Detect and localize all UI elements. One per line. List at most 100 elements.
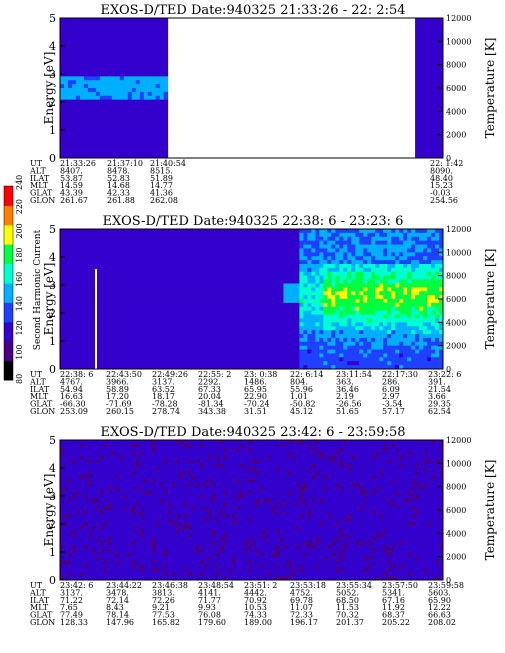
heatmap-cell: [152, 76, 156, 80]
heatmap-cell: [431, 41, 435, 45]
heatmap-cell: [88, 342, 92, 346]
heatmap-cell: [387, 248, 391, 252]
heatmap-cell: [399, 283, 403, 287]
heatmap-cell: [263, 276, 267, 280]
heatmap-cell: [387, 291, 391, 295]
heatmap-cell: [96, 248, 100, 252]
heatmap-cell: [60, 545, 64, 549]
heatmap-cell: [419, 248, 423, 252]
heatmap-cell: [136, 45, 140, 49]
heatmap-cell: [435, 45, 439, 49]
heatmap-cell: [104, 37, 108, 41]
heatmap-cell: [411, 291, 415, 295]
heatmap-cell: [72, 295, 76, 299]
heatmap-cell: [236, 318, 240, 322]
heatmap-cell: [307, 276, 311, 280]
heatmap-cell: [423, 72, 427, 76]
heatmap-cell: [60, 303, 64, 307]
heatmap-cell: [100, 139, 104, 143]
heatmap-cell: [359, 353, 363, 357]
heatmap-cell: [192, 260, 196, 264]
heatmap-cell: [295, 233, 299, 237]
heatmap-cell: [435, 72, 439, 76]
heatmap-cell: [60, 119, 64, 123]
heatmap-cell: [84, 272, 88, 276]
heatmap-cell: [172, 248, 176, 252]
heatmap-cell: [431, 135, 435, 139]
heatmap-cell: [156, 229, 160, 233]
heatmap-cell: [419, 280, 423, 284]
heatmap-cell: [259, 229, 263, 233]
heatmap-cell: [204, 350, 208, 354]
heatmap-cell: [343, 330, 347, 334]
heatmap-cell: [359, 256, 363, 260]
heatmap-cell: [108, 330, 112, 334]
heatmap-cell: [200, 318, 204, 322]
heatmap-cell: [128, 299, 132, 303]
heatmap-cell: [271, 260, 275, 264]
heatmap-cell: [315, 322, 319, 326]
heatmap-cell: [60, 568, 64, 572]
heatmap-cell: [224, 283, 228, 287]
heatmap-cell: [72, 549, 76, 553]
heatmap-cell: [291, 303, 295, 307]
heatmap-cell: [88, 146, 92, 150]
heatmap-cell: [108, 283, 112, 287]
orbit-value: 253.09: [60, 407, 88, 416]
heatmap-cell: [64, 299, 68, 303]
heatmap-cell: [307, 229, 311, 233]
heatmap-cell: [415, 237, 419, 241]
heatmap-cell: [275, 283, 279, 287]
heatmap-cell: [196, 338, 200, 342]
heatmap-cell: [431, 248, 435, 252]
heatmap-cell: [68, 357, 72, 361]
heatmap-cell: [252, 307, 256, 311]
heatmap-cell: [343, 233, 347, 237]
heatmap-cell: [331, 245, 335, 249]
heatmap-cell: [423, 100, 427, 104]
heatmap-cell: [240, 299, 244, 303]
heatmap-cell: [60, 76, 64, 80]
heatmap-cell: [104, 69, 108, 73]
heatmap-cell: [188, 322, 192, 326]
heatmap-cell: [248, 299, 252, 303]
heatmap-cell: [200, 350, 204, 354]
heatmap-cell: [112, 248, 116, 252]
heatmap-cell: [391, 252, 395, 256]
heatmap-cell: [275, 287, 279, 291]
heatmap-cell: [164, 283, 168, 287]
heatmap-cell: [323, 241, 327, 245]
heatmap-cell: [343, 245, 347, 249]
heatmap-cell: [419, 245, 423, 249]
heatmap-cell: [343, 307, 347, 311]
heatmap-cell: [415, 334, 419, 338]
heatmap-cell: [80, 318, 84, 322]
heatmap-cell: [287, 299, 291, 303]
heatmap-cell: [152, 276, 156, 280]
heatmap-cell: [84, 276, 88, 280]
heatmap-cell: [180, 346, 184, 350]
heatmap-cell: [100, 346, 104, 350]
heatmap-cell: [287, 229, 291, 233]
heatmap-cell: [387, 256, 391, 260]
heatmap-cell: [68, 287, 72, 291]
heatmap-cell: [120, 142, 124, 146]
heatmap-cell: [196, 248, 200, 252]
heatmap-cell: [295, 280, 299, 284]
heatmap-cell: [104, 135, 108, 139]
heatmap-cell: [295, 353, 299, 357]
heatmap-cell: [80, 88, 84, 92]
heatmap-cell: [311, 283, 315, 287]
heatmap-cell: [108, 353, 112, 357]
heatmap-cell: [411, 295, 415, 299]
y2-tick-label: 8000: [446, 272, 466, 281]
colorbar-segment: [4, 186, 13, 206]
heatmap-cell: [128, 353, 132, 357]
heatmap-cell: [80, 34, 84, 38]
heatmap-cell: [435, 245, 439, 249]
heatmap-cell: [76, 76, 80, 80]
heatmap-cell: [64, 456, 68, 460]
heatmap-cell: [164, 100, 168, 104]
heatmap-cell: [375, 276, 379, 280]
heatmap-cell: [76, 346, 80, 350]
